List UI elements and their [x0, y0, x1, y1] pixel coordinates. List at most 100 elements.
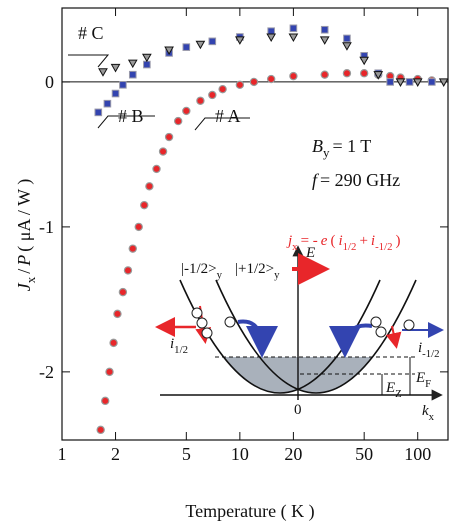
point: [289, 24, 298, 33]
point: [235, 80, 245, 90]
current-label: i1/2: [170, 336, 188, 356]
point: [249, 77, 259, 87]
point: [342, 42, 352, 51]
series: [94, 24, 436, 117]
point: [127, 59, 138, 69]
text-part: E: [305, 245, 315, 261]
point: [412, 78, 423, 87]
current-formula: jx = - e(i1/2 + i-1/2): [286, 233, 400, 253]
arrow: [385, 325, 402, 349]
text-part: E: [385, 380, 395, 396]
text-part: f: [312, 170, 320, 190]
point: [128, 70, 137, 79]
point: [94, 108, 103, 117]
point: [395, 78, 406, 87]
origin-label: 0: [294, 402, 302, 418]
point: [288, 33, 299, 43]
point: [319, 36, 330, 45]
y-tick-label: 0: [45, 72, 54, 92]
point: [196, 96, 205, 105]
text-part: Temperature ( K ): [185, 501, 314, 522]
point: [428, 78, 436, 86]
text-part: F: [425, 378, 431, 390]
point: [342, 69, 352, 78]
point: [208, 90, 217, 100]
point: [320, 70, 329, 79]
point: [118, 287, 128, 297]
point: [101, 396, 110, 406]
point: [266, 33, 277, 43]
point: [359, 69, 369, 78]
point: [152, 164, 161, 174]
energy-label: E: [305, 245, 315, 261]
x-tick-label: 10: [231, 444, 249, 464]
text-part: J: [14, 282, 34, 291]
text-part: 1/2: [174, 344, 188, 356]
point: [109, 338, 118, 348]
point: [182, 43, 191, 51]
point: [266, 74, 276, 84]
x-tick-label: 1: [58, 444, 67, 464]
field-label: By = 1 T: [312, 136, 371, 160]
spin-label: |-1/2>y: [181, 261, 223, 281]
arrow: [237, 319, 278, 358]
text-part: ): [395, 233, 400, 249]
point: [359, 56, 370, 66]
text-part: /: [14, 269, 34, 274]
point: [110, 63, 121, 73]
text-part: = 290 GHz: [320, 170, 400, 190]
point: [111, 89, 120, 98]
text-part: |+1/2>: [235, 261, 274, 277]
point: [405, 78, 414, 86]
text-part: k: [422, 403, 429, 419]
point: [164, 132, 174, 142]
point: [96, 425, 105, 435]
text-part: e: [321, 233, 328, 249]
leader: [194, 117, 250, 131]
y-tick-label: -1: [39, 217, 54, 237]
point: [386, 78, 394, 86]
point: [119, 81, 127, 89]
point: [208, 37, 217, 46]
text-part: i: [170, 336, 174, 352]
zeeman-label: EZ: [385, 380, 402, 400]
point: [123, 266, 133, 275]
point: [320, 25, 329, 34]
text-part: x: [23, 276, 38, 283]
text-part: -1/2: [375, 241, 392, 253]
series: [98, 33, 449, 87]
point: [218, 84, 227, 94]
point: [158, 147, 168, 156]
text-part: i: [371, 233, 375, 249]
point: [195, 40, 206, 50]
text-part: i: [338, 233, 342, 249]
point: [103, 99, 112, 108]
point: [140, 200, 149, 210]
point: [373, 71, 384, 80]
text-part: y: [323, 145, 330, 160]
series-label: # B: [118, 106, 144, 126]
x-tick-label: 50: [355, 444, 373, 464]
text-part: -1/2: [422, 348, 439, 360]
electrons: [191, 307, 415, 339]
point: [438, 78, 449, 87]
x-tick-label: 100: [404, 444, 431, 464]
series-label: # C: [78, 23, 104, 43]
point: [289, 71, 298, 81]
x-tick-label: 20: [284, 444, 302, 464]
text-part: 1/2: [343, 241, 357, 253]
text-part: P: [14, 255, 34, 267]
point: [141, 53, 152, 63]
x-tick-label: 5: [182, 444, 191, 464]
text-part: Z: [395, 388, 402, 400]
text-part: y: [274, 269, 280, 281]
point: [343, 34, 351, 43]
y-tick-label: -2: [39, 362, 54, 382]
point: [182, 106, 191, 116]
text-part: B: [312, 136, 323, 156]
text-part: i: [418, 340, 422, 356]
text-part: x: [429, 411, 435, 423]
current-label: i-1/2: [418, 340, 440, 360]
